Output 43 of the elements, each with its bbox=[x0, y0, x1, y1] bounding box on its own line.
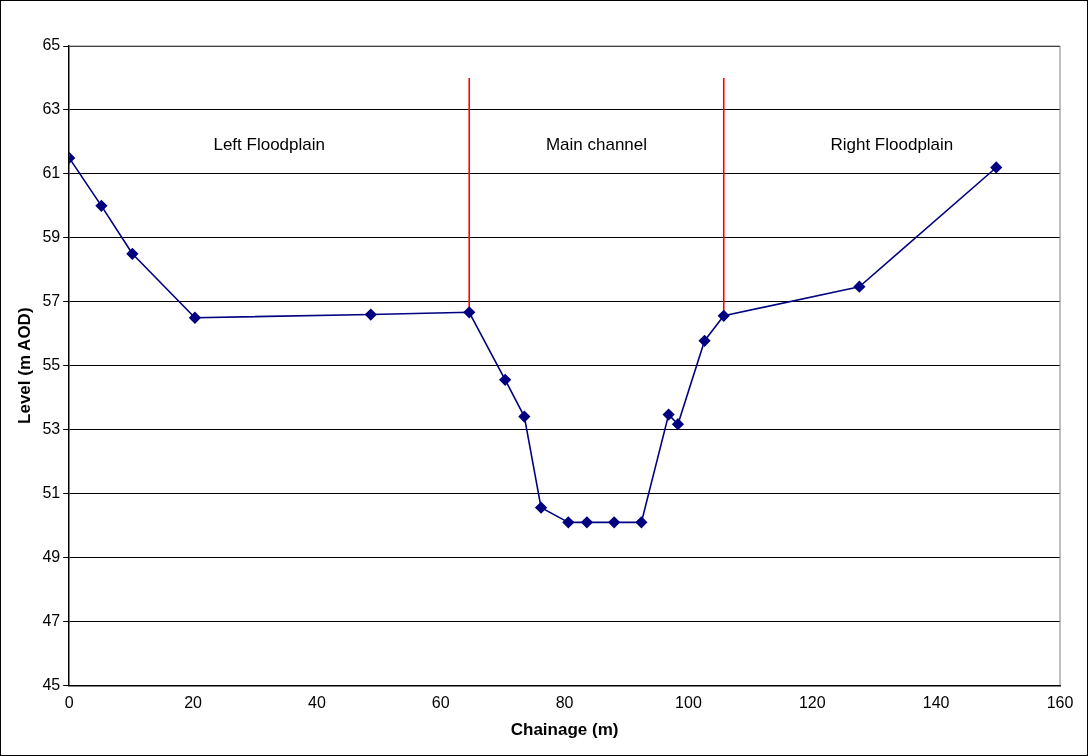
x-axis-title: Chainage (m) bbox=[510, 720, 619, 740]
point bbox=[698, 334, 711, 347]
point bbox=[562, 516, 575, 529]
y-tick-label: 53 bbox=[42, 420, 61, 438]
point bbox=[518, 410, 531, 423]
point bbox=[581, 516, 593, 529]
y-tick-label: 61 bbox=[42, 164, 61, 182]
x-tick-label: 40 bbox=[308, 694, 326, 712]
point bbox=[662, 408, 675, 421]
point bbox=[364, 308, 377, 321]
point bbox=[463, 306, 476, 319]
y-tick-label: 55 bbox=[42, 356, 61, 374]
y-tick-label: 59 bbox=[42, 228, 61, 246]
point bbox=[717, 310, 730, 322]
x-tick-label: 140 bbox=[922, 694, 950, 712]
y-tick-label: 63 bbox=[42, 100, 61, 118]
x-tick-label: 0 bbox=[64, 694, 74, 712]
point bbox=[635, 516, 648, 529]
point bbox=[95, 200, 108, 212]
y-tick-label: 49 bbox=[42, 547, 61, 565]
y-tick-label: 57 bbox=[42, 292, 61, 310]
annotation: Main channel bbox=[545, 134, 648, 154]
point bbox=[672, 418, 684, 431]
x-tick-label: 100 bbox=[675, 694, 702, 712]
y-axis-title: Level (m AOD) bbox=[14, 307, 34, 424]
annotation: Left Floodplain bbox=[213, 134, 325, 154]
point bbox=[990, 161, 1003, 174]
point bbox=[126, 248, 139, 260]
annotation: Right Floodplain bbox=[830, 134, 954, 154]
point bbox=[608, 516, 620, 529]
y-tick-label: 65 bbox=[42, 36, 61, 54]
y-tick-label: 51 bbox=[42, 483, 61, 501]
y-tick-label: 47 bbox=[42, 611, 61, 629]
point bbox=[535, 501, 547, 514]
x-tick-label: 160 bbox=[1046, 694, 1074, 712]
y-tick-label: 45 bbox=[42, 675, 61, 693]
point bbox=[853, 280, 866, 293]
x-tick-label: 20 bbox=[184, 694, 203, 712]
point bbox=[499, 373, 511, 386]
x-tick-label: 60 bbox=[431, 694, 450, 712]
x-tick-label: 120 bbox=[798, 694, 826, 712]
x-tick-label: 80 bbox=[555, 694, 574, 712]
point bbox=[189, 311, 201, 324]
